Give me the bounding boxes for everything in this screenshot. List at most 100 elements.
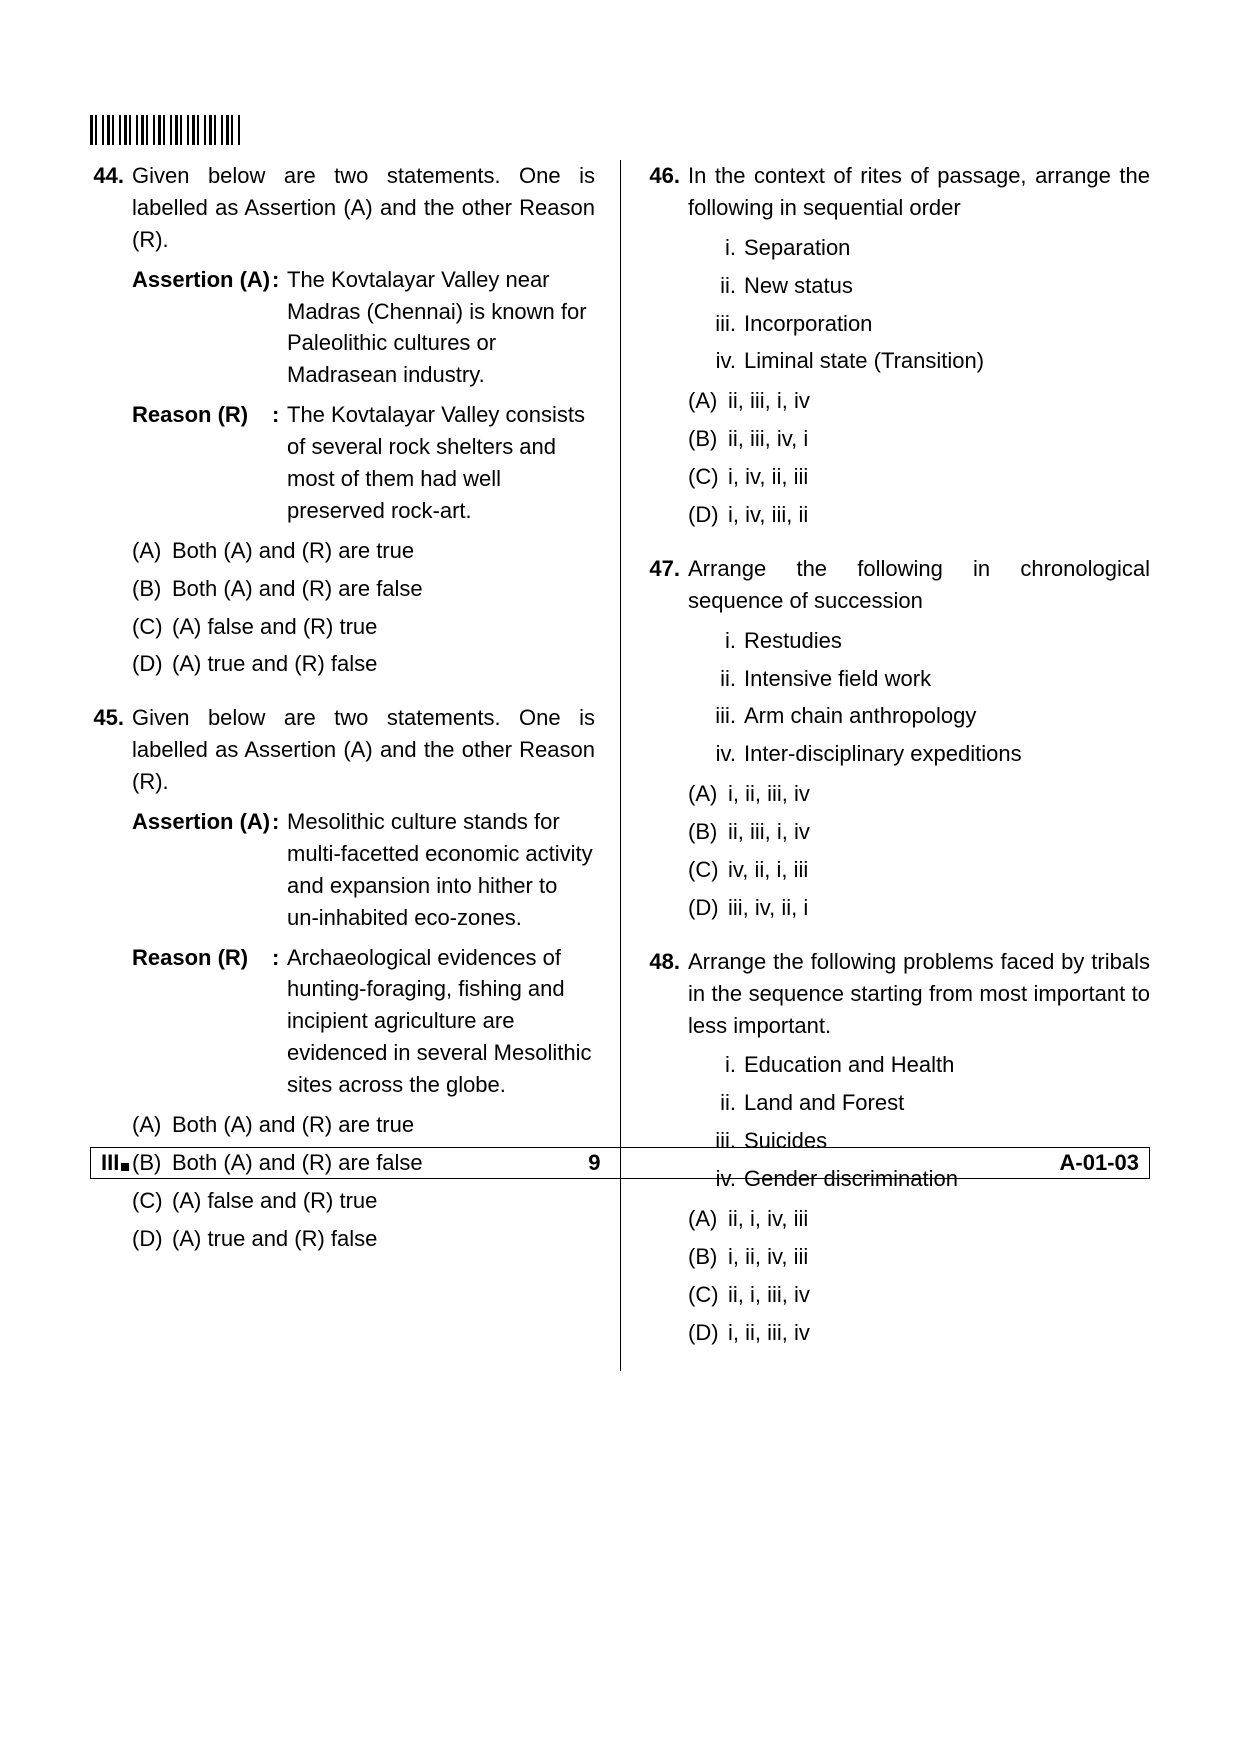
option-d: (D)(A) true and (R) false — [132, 648, 595, 680]
option-a: (A)Both (A) and (R) are true — [132, 1109, 595, 1141]
option-label: (A) — [688, 778, 728, 810]
option-label: (C) — [688, 1279, 728, 1311]
roman-list: i.Restudies ii.Intensive field work iii.… — [688, 625, 1150, 771]
option-b: (B)ii, iii, iv, i — [688, 423, 1150, 455]
option-label: (A) — [132, 1109, 172, 1141]
assertion-row: Assertion (A) : Mesolithic culture stand… — [132, 806, 595, 934]
content-columns: 44. Given below are two statements. One … — [90, 160, 1150, 1371]
option-c: (C)ii, i, iii, iv — [688, 1279, 1150, 1311]
option-label: (C) — [132, 1185, 172, 1217]
option-label: (D) — [688, 892, 728, 924]
reason-text: Archaeological evidences of hunting-fora… — [287, 942, 595, 1101]
question-number: 46. — [646, 160, 688, 531]
roman-text: Land and Forest — [744, 1087, 904, 1119]
footer-left: III — [101, 1150, 129, 1176]
option-d: (D)iii, iv, ii, i — [688, 892, 1150, 924]
roman-item: iii.Arm chain anthropology — [708, 700, 1150, 732]
roman-text: Arm chain anthropology — [744, 700, 976, 732]
assertion-label: Assertion (A) — [132, 264, 272, 392]
option-b: (B)ii, iii, i, iv — [688, 816, 1150, 848]
question-body: Given below are two statements. One is l… — [132, 160, 595, 680]
options: (A)Both (A) and (R) are true (B)Both (A)… — [132, 1109, 595, 1255]
option-text: Both (A) and (R) are true — [172, 535, 414, 567]
option-text: ii, i, iv, iii — [728, 1203, 808, 1235]
option-text: ii, iii, iv, i — [728, 423, 808, 455]
roman-list: i.Separation ii.New status iii.Incorpora… — [688, 232, 1150, 378]
reason-label: Reason (R) — [132, 942, 272, 1101]
option-label: (C) — [688, 854, 728, 886]
roman-label: iii. — [708, 700, 744, 732]
colon: : — [272, 399, 287, 527]
question-stem: In the context of rites of passage, arra… — [688, 160, 1150, 224]
option-label: (A) — [132, 535, 172, 567]
roman-text: Separation — [744, 232, 850, 264]
left-column: 44. Given below are two statements. One … — [90, 160, 620, 1371]
roman-item: ii.Land and Forest — [708, 1087, 1150, 1119]
question-stem: Given below are two statements. One is l… — [132, 702, 595, 798]
roman-label: ii. — [708, 270, 744, 302]
options: (A)i, ii, iii, iv (B)ii, iii, i, iv (C)i… — [688, 778, 1150, 924]
option-text: i, iv, iii, ii — [728, 499, 808, 531]
option-text: (A) true and (R) false — [172, 648, 377, 680]
option-label: (B) — [132, 573, 172, 605]
option-label: (D) — [132, 1223, 172, 1255]
barcode-icon — [90, 115, 240, 145]
reason-row: Reason (R) : The Kovtalayar Valley consi… — [132, 399, 595, 527]
question-number: 44. — [90, 160, 132, 680]
roman-label: iii. — [708, 308, 744, 340]
option-label: (D) — [688, 1317, 728, 1349]
roman-item: i.Education and Health — [708, 1049, 1150, 1081]
assertion-text: The Kovtalayar Valley near Madras (Chenn… — [287, 264, 595, 392]
roman-label: ii. — [708, 663, 744, 695]
roman-item: ii.Intensive field work — [708, 663, 1150, 695]
page-footer: III 9 A-01-03 — [90, 1147, 1150, 1179]
option-text: ii, i, iii, iv — [728, 1279, 810, 1311]
roman-text: New status — [744, 270, 853, 302]
roman-label: i. — [708, 625, 744, 657]
option-c: (C)(A) false and (R) true — [132, 611, 595, 643]
question-body: Arrange the following in chronological s… — [688, 553, 1150, 924]
assertion-label: Assertion (A) — [132, 806, 272, 934]
option-label: (C) — [688, 461, 728, 493]
option-label: (D) — [132, 648, 172, 680]
square-icon — [121, 1163, 129, 1171]
option-text: (A) true and (R) false — [172, 1223, 377, 1255]
option-c: (C)(A) false and (R) true — [132, 1185, 595, 1217]
option-c: (C)iv, ii, i, iii — [688, 854, 1150, 886]
option-a: (A)i, ii, iii, iv — [688, 778, 1150, 810]
roman-item: i.Separation — [708, 232, 1150, 264]
roman-label: i. — [708, 1049, 744, 1081]
option-label: (B) — [688, 423, 728, 455]
footer-right: A-01-03 — [1060, 1150, 1139, 1176]
roman-label: iv. — [708, 345, 744, 377]
reason-label: Reason (R) — [132, 399, 272, 527]
reason-row: Reason (R) : Archaeological evidences of… — [132, 942, 595, 1101]
option-text: i, ii, iv, iii — [728, 1241, 808, 1273]
roman-item: iii.Incorporation — [708, 308, 1150, 340]
question-stem: Arrange the following problems faced by … — [688, 946, 1150, 1042]
question-body: In the context of rites of passage, arra… — [688, 160, 1150, 531]
roman-item: iv.Inter-disciplinary expeditions — [708, 738, 1150, 770]
option-a: (A)Both (A) and (R) are true — [132, 535, 595, 567]
colon: : — [272, 942, 287, 1101]
roman-text: Incorporation — [744, 308, 872, 340]
option-text: ii, iii, i, iv — [728, 385, 810, 417]
roman-text: Restudies — [744, 625, 842, 657]
colon: : — [272, 806, 287, 934]
option-label: (B) — [688, 816, 728, 848]
option-label: (A) — [688, 1203, 728, 1235]
option-label: (A) — [688, 385, 728, 417]
roman-text: Inter-disciplinary expeditions — [744, 738, 1022, 770]
option-text: Both (A) and (R) are true — [172, 1109, 414, 1141]
right-column: 46. In the context of rites of passage, … — [620, 160, 1150, 1371]
option-text: (A) false and (R) true — [172, 611, 377, 643]
option-label: (D) — [688, 499, 728, 531]
roman-text: Education and Health — [744, 1049, 954, 1081]
roman-item: iv.Liminal state (Transition) — [708, 345, 1150, 377]
options: (A)ii, i, iv, iii (B)i, ii, iv, iii (C)i… — [688, 1203, 1150, 1349]
question-47: 47. Arrange the following in chronologic… — [646, 553, 1150, 924]
option-text: i, ii, iii, iv — [728, 778, 810, 810]
roman-text: Intensive field work — [744, 663, 931, 695]
roman-item: ii.New status — [708, 270, 1150, 302]
footer-left-text: III — [101, 1150, 119, 1176]
